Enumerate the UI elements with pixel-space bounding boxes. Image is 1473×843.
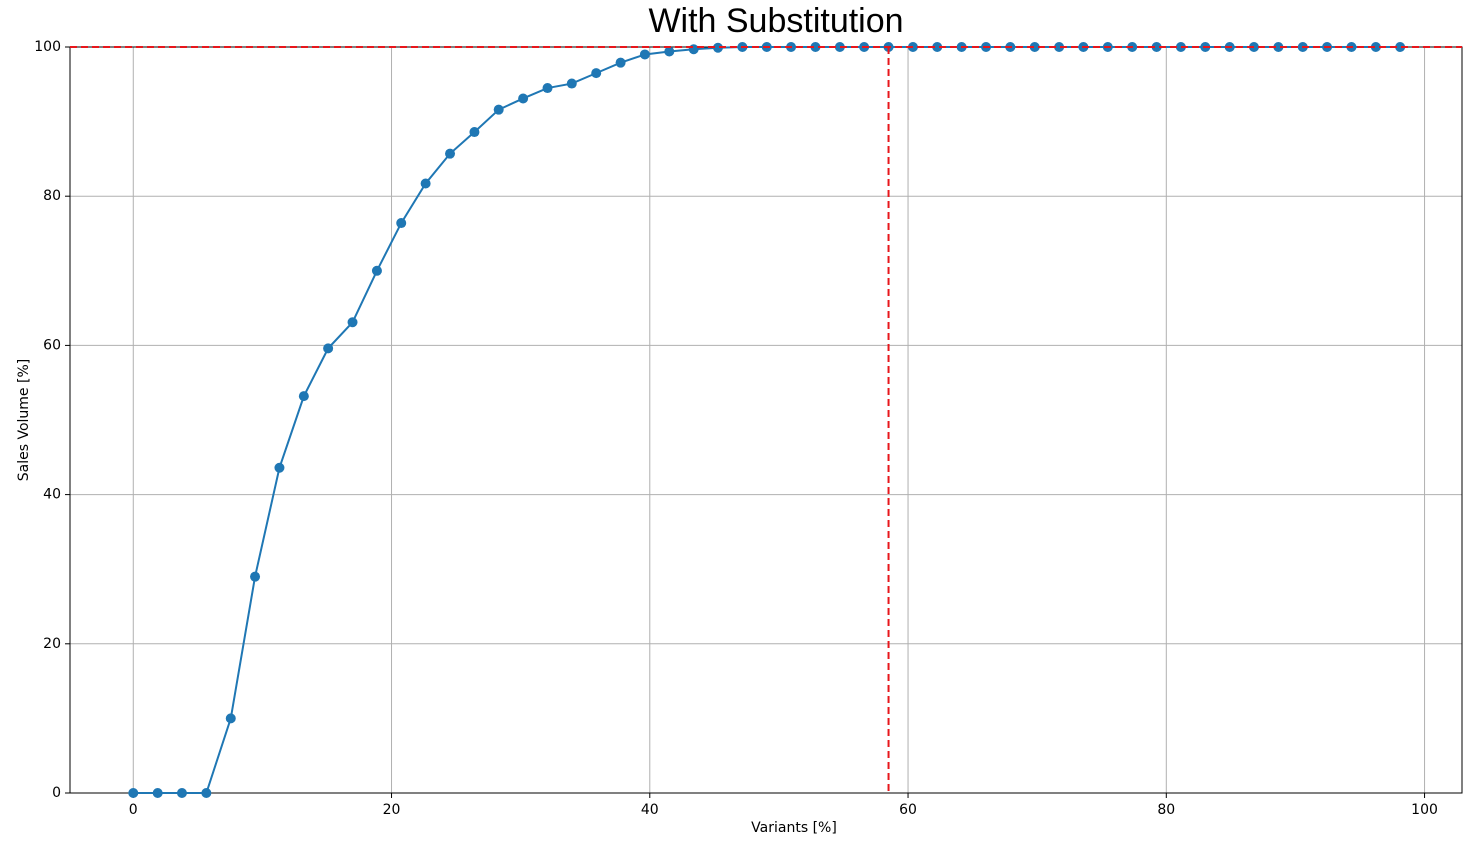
- data-point: [1029, 42, 1040, 52]
- data-point: [347, 317, 358, 328]
- y-tick-label: 40: [43, 487, 61, 503]
- data-point: [201, 788, 212, 798]
- data-point: [152, 788, 163, 798]
- data-point: [688, 44, 699, 55]
- data-point: [1370, 42, 1381, 52]
- data-point: [810, 42, 821, 52]
- data-point: [250, 571, 261, 582]
- data-point: [274, 462, 285, 473]
- data-point: [371, 265, 382, 276]
- data-point: [469, 127, 480, 138]
- y-tick-label: 100: [34, 39, 61, 55]
- data-point: [566, 78, 577, 89]
- data-point: [615, 57, 626, 68]
- data-point: [298, 391, 309, 402]
- data-point: [1273, 42, 1284, 52]
- x-tick-label: 80: [1157, 802, 1175, 818]
- data-point: [1175, 42, 1186, 52]
- data-point: [932, 42, 943, 52]
- data-point: [591, 68, 602, 79]
- data-point: [834, 42, 845, 52]
- plot-frame: [69, 46, 1463, 794]
- data-point: [639, 49, 650, 60]
- y-axis-label: Sales Volume [%]: [16, 359, 32, 481]
- data-point: [420, 178, 431, 189]
- x-tick-label: 100: [1411, 802, 1438, 818]
- data-point: [176, 788, 187, 798]
- data-point: [493, 104, 504, 115]
- x-tick-label: 20: [383, 802, 401, 818]
- data-point: [664, 46, 675, 57]
- data-point: [518, 93, 529, 104]
- data-point: [542, 83, 553, 94]
- x-tick-label: 0: [129, 802, 138, 818]
- x-axis-label: Variants [%]: [751, 820, 837, 836]
- data-point: [128, 788, 139, 798]
- data-point: [323, 343, 334, 354]
- data-point: [1395, 42, 1406, 52]
- data-point: [225, 713, 236, 724]
- x-tick-label: 60: [899, 802, 917, 818]
- x-tick-label: 40: [641, 802, 659, 818]
- y-tick-label: 0: [52, 785, 61, 801]
- data-point: [712, 42, 723, 53]
- data-point: [396, 218, 407, 229]
- y-tick-label: 80: [43, 188, 61, 204]
- y-tick-label: 60: [43, 337, 61, 353]
- data-point: [445, 148, 456, 159]
- y-tick-label: 20: [43, 636, 61, 652]
- chart-title: With Substitution: [648, 2, 903, 40]
- data-line: [133, 46, 1401, 794]
- data-point: [1151, 42, 1162, 52]
- data-point: [1054, 42, 1065, 52]
